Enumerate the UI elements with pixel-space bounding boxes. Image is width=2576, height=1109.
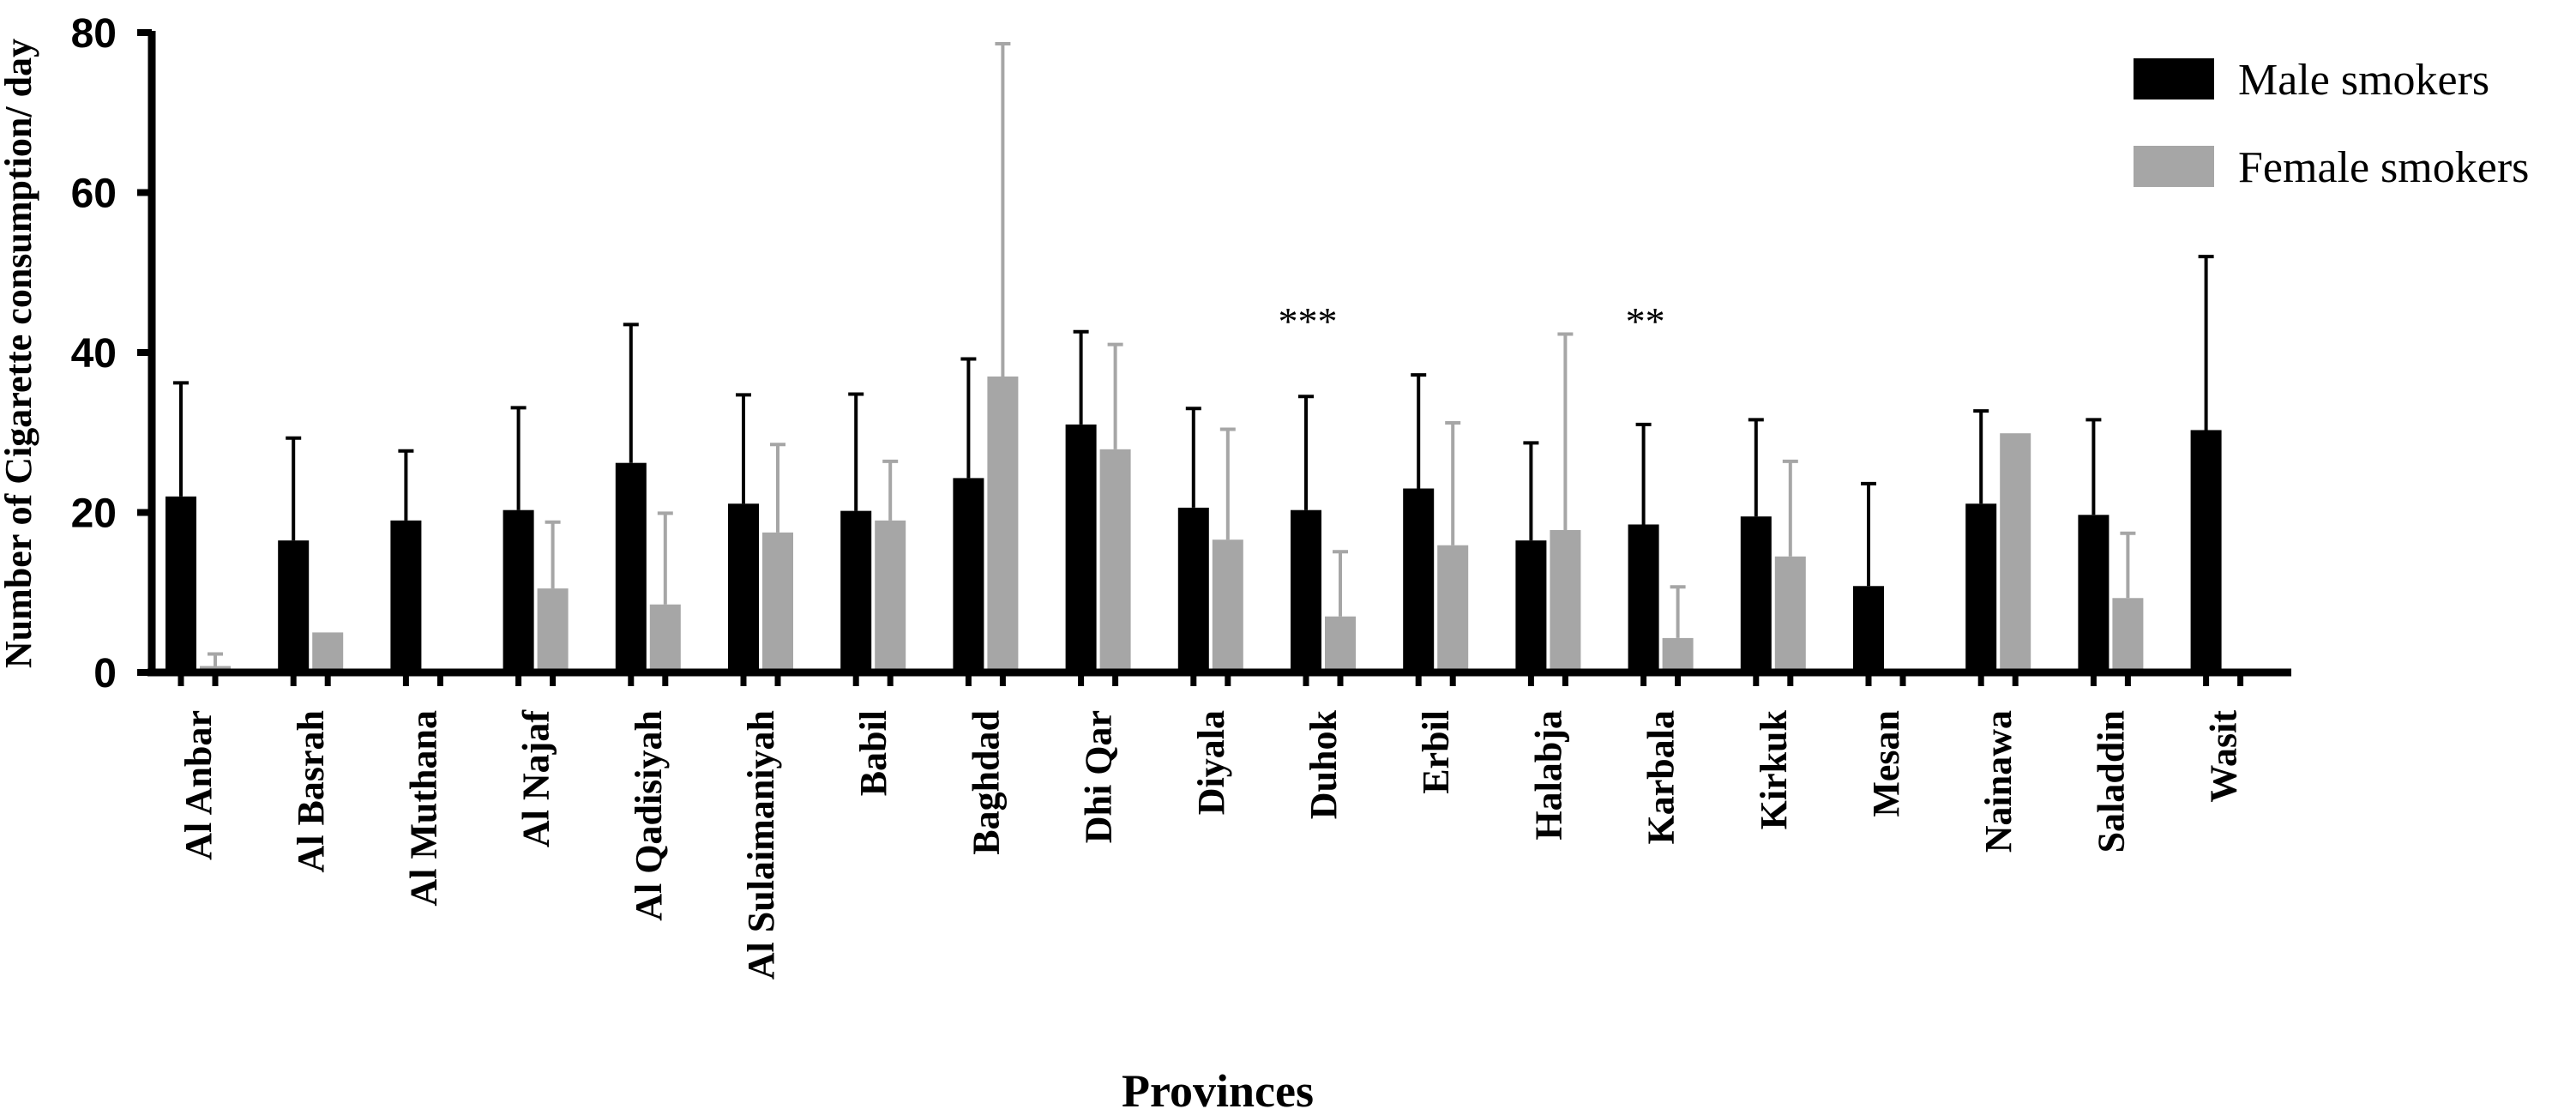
bar-male — [166, 496, 196, 672]
bar-male — [840, 510, 872, 672]
x-category-label: Kirkuk — [1753, 709, 1795, 829]
x-category-label: Karbala — [1640, 710, 1682, 844]
bar-male — [728, 503, 759, 672]
bar-male — [2078, 515, 2110, 672]
bar-female — [1325, 616, 1356, 672]
bar-male — [1515, 540, 1547, 672]
bar-female — [1212, 539, 1243, 672]
bar-female — [987, 376, 1019, 672]
annotations-layer: *** ** — [1279, 299, 1665, 343]
y-tick-label: 60 — [71, 172, 117, 217]
bar-female — [762, 532, 793, 672]
y-tick-label: 80 — [71, 11, 117, 57]
bar-male — [1291, 509, 1321, 672]
bar-female — [649, 604, 681, 672]
bar-male — [278, 540, 310, 672]
significance-annotation: *** — [1279, 299, 1338, 343]
x-category-label: Al Sulaimaniyah — [740, 710, 782, 979]
x-labels-layer: Al Anbar Al Basrah Al Muthana Al Najaf Al Qa… — [178, 709, 2245, 980]
legend: Male smokers Female smokers — [2134, 56, 2529, 192]
bar-male — [953, 478, 984, 672]
bar-female — [537, 588, 569, 672]
y-tick-label: 20 — [71, 491, 117, 537]
x-category-label: Saladdin — [2090, 710, 2132, 853]
legend-swatch-male — [2134, 58, 2214, 99]
bar-female — [312, 632, 344, 672]
bar-male — [1403, 488, 1435, 672]
bar-male — [615, 462, 647, 672]
bar-female — [1437, 545, 1469, 672]
bar-male — [1065, 424, 1097, 672]
x-category-label: Al Anbar — [178, 710, 220, 860]
x-category-label: Al Muthana — [402, 710, 444, 907]
x-category-label: Erbil — [1415, 710, 1457, 794]
y-axis-title: Number of Cigarette consumption/ day — [0, 39, 39, 668]
bar-male — [1628, 524, 1659, 672]
legend-swatch-female — [2134, 146, 2214, 187]
bar-female — [1099, 449, 1131, 672]
legend-label-male: Male smokers — [2238, 56, 2489, 105]
bar-male — [1177, 507, 1209, 672]
x-category-label: Baghdad — [965, 710, 1007, 855]
x-category-label: Al Qadisiyah — [628, 710, 670, 921]
bars-layer — [166, 376, 2222, 672]
x-category-label: Wasit — [2203, 710, 2245, 803]
y-ticks-layer: 0 20 40 60 80 — [71, 11, 2244, 696]
x-axis-title: Provinces — [1122, 1065, 1314, 1109]
x-category-label: Dhi Qar — [1078, 710, 1120, 843]
x-category-label: Duhok — [1303, 709, 1345, 819]
x-category-label: Mesan — [1865, 710, 1907, 817]
x-category-label: Diyala — [1190, 710, 1232, 815]
y-tick-label: 40 — [71, 331, 117, 377]
bar-male — [503, 509, 534, 672]
bar-female — [1774, 556, 1806, 672]
significance-annotation: ** — [1626, 299, 1665, 343]
legend-label-female: Female smokers — [2238, 143, 2529, 192]
bar-female — [1550, 530, 1581, 672]
bar-female — [2000, 433, 2031, 672]
bar-male — [2190, 430, 2222, 672]
bar-female — [1662, 637, 1694, 672]
bar-male — [1965, 503, 1997, 672]
x-category-label: Halabja — [1527, 710, 1569, 841]
error-bars-layer — [173, 42, 2214, 672]
bar-female — [875, 520, 906, 672]
x-category-label: Al Basrah — [290, 710, 332, 872]
bar-male — [390, 520, 422, 672]
x-category-label: Nainawa — [1977, 710, 2019, 853]
x-category-label: Babil — [852, 710, 894, 796]
y-tick-label: 0 — [93, 651, 117, 696]
bar-male — [1740, 516, 1772, 672]
x-category-label: Al Najaf — [515, 709, 557, 847]
bar-male — [1853, 586, 1884, 672]
